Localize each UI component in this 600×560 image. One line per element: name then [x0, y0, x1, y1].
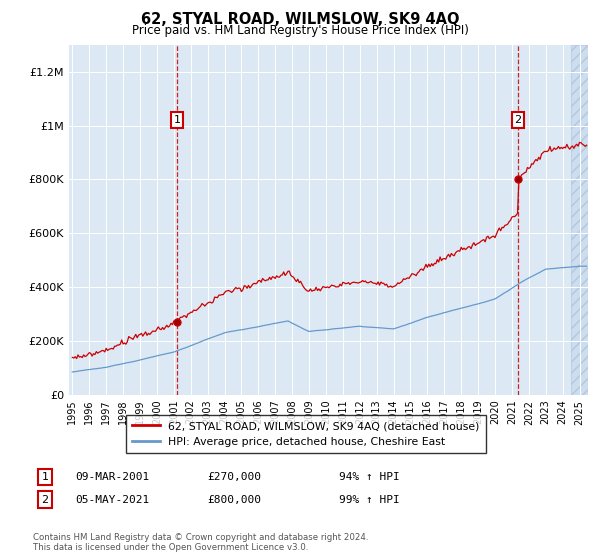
Text: 2: 2 [41, 494, 49, 505]
Text: 94% ↑ HPI: 94% ↑ HPI [339, 472, 400, 482]
Text: 1: 1 [173, 115, 181, 125]
Text: Contains HM Land Registry data © Crown copyright and database right 2024.: Contains HM Land Registry data © Crown c… [33, 533, 368, 542]
Text: 2: 2 [514, 115, 521, 125]
Text: Price paid vs. HM Land Registry's House Price Index (HPI): Price paid vs. HM Land Registry's House … [131, 24, 469, 37]
Text: 62, STYAL ROAD, WILMSLOW, SK9 4AQ: 62, STYAL ROAD, WILMSLOW, SK9 4AQ [141, 12, 459, 27]
Text: 09-MAR-2001: 09-MAR-2001 [75, 472, 149, 482]
Text: 05-MAY-2021: 05-MAY-2021 [75, 494, 149, 505]
Text: 1: 1 [41, 472, 49, 482]
Text: £800,000: £800,000 [207, 494, 261, 505]
Text: 99% ↑ HPI: 99% ↑ HPI [339, 494, 400, 505]
Text: £270,000: £270,000 [207, 472, 261, 482]
Legend: 62, STYAL ROAD, WILMSLOW, SK9 4AQ (detached house), HPI: Average price, detached: 62, STYAL ROAD, WILMSLOW, SK9 4AQ (detac… [126, 415, 486, 453]
Bar [571, 45, 588, 395]
Text: This data is licensed under the Open Government Licence v3.0.: This data is licensed under the Open Gov… [33, 543, 308, 552]
